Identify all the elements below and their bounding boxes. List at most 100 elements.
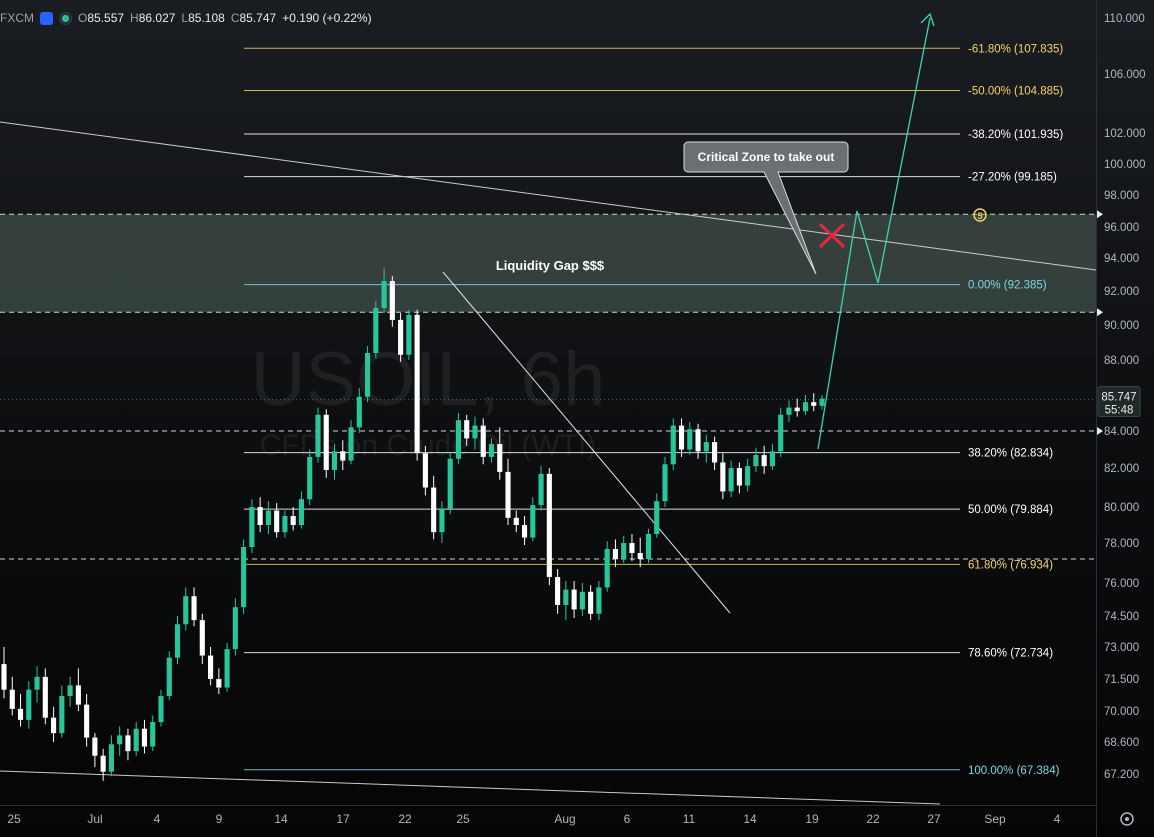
candle-66 bbox=[546, 468, 552, 586]
candle-body bbox=[530, 505, 536, 538]
candle-body bbox=[331, 451, 338, 470]
open-value: 85.557 bbox=[87, 11, 125, 25]
candle-64 bbox=[530, 497, 536, 542]
candle-body bbox=[26, 689, 32, 720]
candle-79 bbox=[654, 493, 660, 538]
y-tick-9: 88.000 bbox=[1104, 355, 1139, 367]
candle-34 bbox=[282, 510, 288, 538]
x-tick-9: 6 bbox=[624, 812, 631, 826]
y-tick-20: 68.600 bbox=[1104, 737, 1139, 749]
critical-zone-callout: Critical Zone to take out bbox=[683, 141, 849, 275]
x-tick-10: 11 bbox=[683, 812, 696, 826]
y-tick-15: 76.000 bbox=[1104, 578, 1139, 590]
candle-body bbox=[67, 685, 73, 697]
candle-84 bbox=[695, 423, 701, 459]
close-label: C bbox=[230, 11, 240, 25]
candle-body bbox=[571, 589, 577, 610]
candle-45 bbox=[373, 301, 379, 359]
breakout-trendline bbox=[442, 271, 731, 614]
candle-35 bbox=[290, 507, 296, 531]
y-tick-2: 102.000 bbox=[1104, 128, 1146, 140]
candle-14 bbox=[117, 726, 123, 756]
y-tick-12: 82.000 bbox=[1104, 463, 1139, 475]
projection-path bbox=[817, 17, 931, 450]
candle-body bbox=[604, 549, 610, 588]
axis-marker-0 bbox=[1097, 210, 1103, 219]
candle-29 bbox=[241, 539, 247, 614]
fib-label-9: 100.00% (67.384) bbox=[968, 765, 1060, 777]
candle-body bbox=[720, 462, 726, 492]
candle-body bbox=[208, 655, 214, 679]
x-tick-14: 27 bbox=[927, 812, 941, 826]
candle-60 bbox=[497, 427, 503, 480]
candle-30 bbox=[249, 499, 255, 553]
fib-label-8: 78.60% (72.734) bbox=[968, 648, 1053, 660]
candle-body bbox=[794, 407, 800, 412]
candle-body bbox=[282, 516, 288, 533]
x-tick-13: 22 bbox=[866, 812, 880, 826]
y-tick-1: 106.000 bbox=[1104, 69, 1146, 81]
candle-6 bbox=[51, 706, 57, 742]
candle-41 bbox=[340, 440, 346, 470]
candle-body bbox=[364, 353, 371, 397]
candle-88 bbox=[728, 460, 734, 498]
candle-12 bbox=[100, 748, 106, 781]
candle-32 bbox=[265, 501, 271, 534]
candle-55 bbox=[455, 413, 462, 465]
y-tick-4: 98.000 bbox=[1104, 190, 1139, 202]
candle-71 bbox=[588, 585, 594, 621]
candle-body bbox=[819, 398, 825, 406]
candle-16 bbox=[133, 722, 139, 756]
candle-body bbox=[612, 549, 618, 559]
candle-5 bbox=[42, 668, 48, 725]
y-tick-6: 94.000 bbox=[1104, 253, 1139, 265]
candle-body bbox=[59, 696, 65, 734]
candle-36 bbox=[298, 491, 305, 529]
candle-54 bbox=[447, 453, 453, 515]
axis-marker-2 bbox=[1097, 427, 1103, 435]
candle-72 bbox=[596, 581, 602, 621]
projection-arrowhead bbox=[920, 12, 935, 27]
x-tick-15: Sep bbox=[984, 812, 1006, 826]
fib-label-4: 0.00% (92.385) bbox=[968, 280, 1047, 292]
y-tick-17: 73.000 bbox=[1104, 642, 1139, 654]
candle-22 bbox=[183, 587, 189, 631]
candle-body bbox=[538, 473, 544, 506]
candle-body bbox=[290, 516, 296, 525]
fib-label-7: 61.80% (76.934) bbox=[968, 559, 1053, 571]
candle-13 bbox=[108, 735, 114, 777]
candle-body bbox=[381, 281, 387, 308]
candle-body bbox=[455, 420, 462, 459]
candle-body bbox=[802, 402, 809, 412]
candle-body bbox=[166, 657, 172, 697]
candle-body bbox=[34, 676, 40, 690]
candle-body bbox=[662, 464, 668, 502]
candle-body bbox=[265, 510, 271, 525]
candle-93 bbox=[769, 443, 775, 470]
candle-body bbox=[100, 755, 106, 772]
high-label: H bbox=[130, 11, 139, 25]
settings-gear-icon[interactable] bbox=[1120, 812, 1134, 826]
candle-body bbox=[513, 517, 519, 525]
candle-0 bbox=[1, 647, 7, 699]
candle-18 bbox=[150, 715, 156, 752]
candle-body bbox=[348, 427, 354, 461]
candle-body bbox=[637, 553, 643, 559]
candle-body bbox=[645, 534, 652, 559]
candle-76 bbox=[629, 534, 635, 561]
candle-70 bbox=[579, 583, 585, 616]
candle-body bbox=[621, 543, 627, 559]
candle-body bbox=[753, 455, 759, 467]
fib-label-3: -27.20% (99.185) bbox=[968, 172, 1057, 184]
candle-body bbox=[497, 443, 503, 472]
x-tick-4: 14 bbox=[274, 812, 288, 826]
candle-body bbox=[761, 455, 767, 467]
candle-body bbox=[464, 420, 470, 439]
candle-body bbox=[356, 396, 362, 428]
candle-body bbox=[488, 443, 495, 457]
y-tick-5: 96.000 bbox=[1104, 222, 1139, 234]
candle-26 bbox=[216, 668, 222, 694]
flag-icon[interactable] bbox=[40, 11, 53, 25]
